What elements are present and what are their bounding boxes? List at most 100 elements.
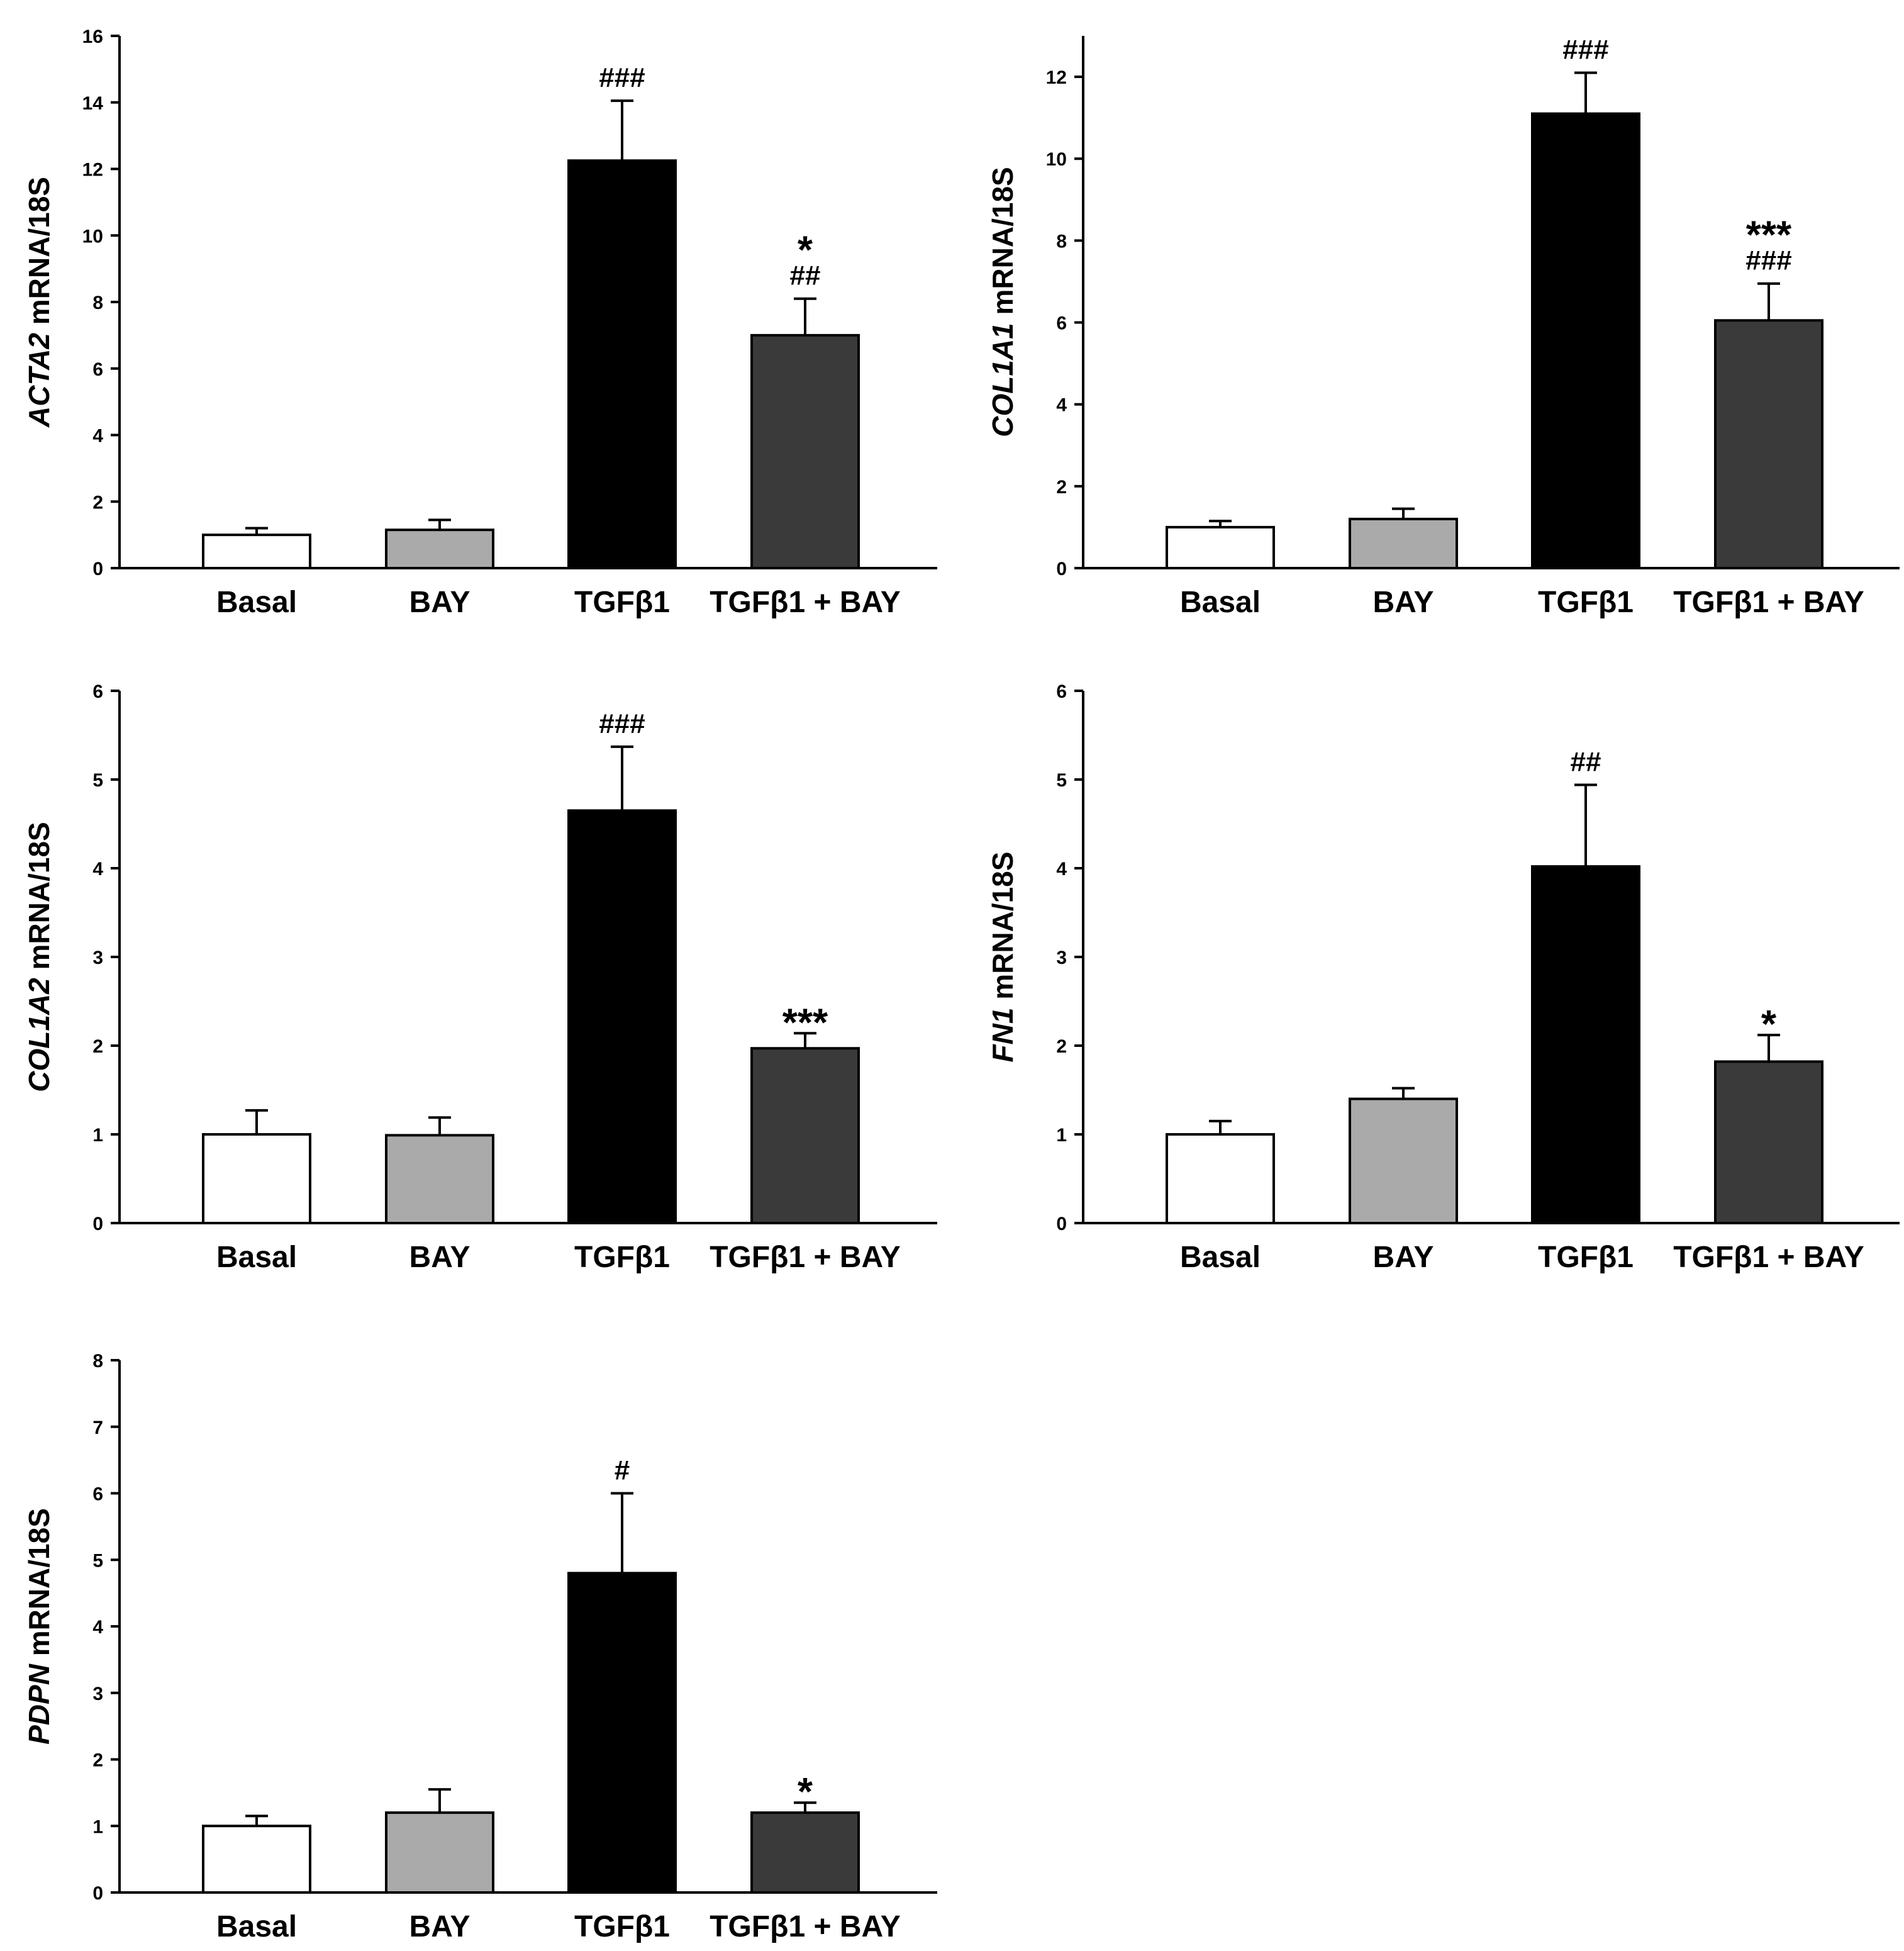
y-tick-label: 10: [82, 226, 103, 247]
bar-1: [1166, 525, 1275, 570]
category-label: BAY: [1373, 1241, 1434, 1274]
significance-hash-label: ###: [599, 708, 645, 739]
y-tick-label: 6: [1056, 681, 1067, 702]
bar-4: [750, 1047, 860, 1224]
y-tick-label: 6: [92, 359, 103, 380]
y-tick-label: 4: [1056, 395, 1067, 416]
y-axis-title-gene: COL1A1: [986, 323, 1019, 437]
category-label: TGFβ1: [574, 1241, 670, 1274]
y-tick-label: 2: [1056, 477, 1067, 498]
y-tick-label: 2: [92, 1036, 103, 1057]
bar-3: [567, 159, 677, 569]
bar-2: [385, 1811, 494, 1894]
y-axis-title: COL1A2 mRNA/18S: [23, 822, 55, 1092]
y-tick-label: 4: [92, 859, 103, 880]
y-tick-label: 0: [92, 1214, 103, 1234]
y-tick-label: 1: [92, 1125, 103, 1146]
y-axis-title-suffix: mRNA/18S: [23, 177, 55, 333]
y-tick-label: 4: [1056, 859, 1067, 880]
category-label: Basal: [216, 1910, 297, 1943]
y-tick-label: 5: [92, 1550, 103, 1571]
category-label: TGFβ1: [1538, 586, 1634, 619]
category-label: TGFβ1 + BAY: [1673, 1241, 1864, 1274]
category-label: BAY: [409, 1910, 470, 1943]
significance-hash-label: ###: [1562, 35, 1608, 65]
y-tick-label: 4: [92, 426, 103, 447]
y-tick-label: 8: [92, 1351, 103, 1372]
category-label: TGFβ1 + BAY: [710, 1241, 901, 1274]
y-axis-title-gene: ACTA2: [23, 333, 55, 428]
y-tick-label: 3: [92, 1684, 103, 1704]
bar-4: [750, 333, 860, 569]
category-label: BAY: [409, 586, 470, 619]
y-tick-label: 5: [1056, 770, 1067, 791]
y-axis-title-gene: PDPN: [23, 1663, 55, 1745]
category-label: TGFβ1 + BAY: [710, 586, 901, 619]
bar-2: [1349, 517, 1458, 570]
y-tick-label: 14: [82, 93, 104, 114]
y-axis-title: COL1A1 mRNA/18S: [986, 167, 1019, 437]
y-axis-title-suffix: mRNA/18S: [23, 1508, 55, 1664]
significance-hash-label: #: [615, 1455, 630, 1486]
significance-star-label: *: [1761, 1003, 1777, 1046]
category-label: Basal: [216, 586, 297, 619]
y-tick-label: 1: [92, 1816, 103, 1837]
significance-star-label: ***: [1746, 214, 1792, 257]
bar-4: [1714, 1060, 1823, 1224]
y-tick-label: 1: [1056, 1125, 1067, 1146]
bar-3: [567, 809, 677, 1224]
category-label: TGFβ1 + BAY: [710, 1910, 901, 1943]
y-tick-label: 3: [1056, 948, 1067, 968]
y-tick-label: 6: [92, 681, 103, 702]
y-tick-label: 16: [82, 26, 103, 47]
category-label: BAY: [409, 1241, 470, 1274]
category-label: BAY: [1373, 586, 1434, 619]
y-tick-label: 7: [92, 1417, 103, 1438]
y-axis-title-suffix: mRNA/18S: [986, 852, 1019, 1008]
y-tick-label: 2: [92, 492, 103, 513]
significance-star-label: ***: [782, 1001, 828, 1044]
bar-4: [750, 1811, 860, 1894]
y-tick-label: 12: [82, 160, 103, 181]
y-axis-title-gene: FN1: [986, 1008, 1019, 1063]
bar-2: [385, 1134, 494, 1225]
significance-hash-label: ##: [790, 260, 821, 291]
category-label: Basal: [1180, 1241, 1261, 1274]
bar-3: [1531, 865, 1640, 1225]
bar-1: [202, 1825, 311, 1894]
category-label: TGFβ1 + BAY: [1673, 586, 1864, 619]
significance-hash-label: ###: [599, 62, 645, 93]
bar-3: [567, 1572, 677, 1894]
bar-3: [1531, 112, 1640, 569]
y-tick-label: 2: [92, 1750, 103, 1771]
significance-hash-label: ##: [1571, 746, 1601, 777]
category-label: TGFβ1: [574, 586, 670, 619]
significance-hash-label: ###: [1745, 245, 1791, 276]
significance-star-label: *: [798, 229, 813, 272]
category-label: TGFβ1: [574, 1910, 670, 1943]
y-tick-label: 6: [1056, 313, 1067, 334]
y-tick-label: 5: [92, 770, 103, 791]
y-axis-title: ACTA2 mRNA/18S: [23, 177, 55, 428]
y-tick-label: 0: [1056, 559, 1067, 579]
y-axis-title-suffix: mRNA/18S: [23, 822, 55, 978]
category-label: TGFβ1: [1538, 1241, 1634, 1274]
y-tick-label: 8: [92, 293, 103, 313]
y-tick-label: 2: [1056, 1036, 1067, 1057]
y-tick-label: 0: [1056, 1214, 1067, 1234]
y-tick-label: 0: [92, 559, 103, 579]
y-axis-title-gene: COL1A2: [23, 978, 55, 1092]
y-axis-title-suffix: mRNA/18S: [986, 167, 1019, 323]
y-tick-label: 8: [1056, 231, 1067, 252]
significance-star-label: *: [798, 1770, 813, 1814]
y-axis-title: PDPN mRNA/18S: [23, 1508, 55, 1745]
y-tick-label: 10: [1046, 149, 1067, 170]
y-tick-label: 12: [1046, 67, 1067, 88]
category-label: Basal: [216, 1241, 297, 1274]
